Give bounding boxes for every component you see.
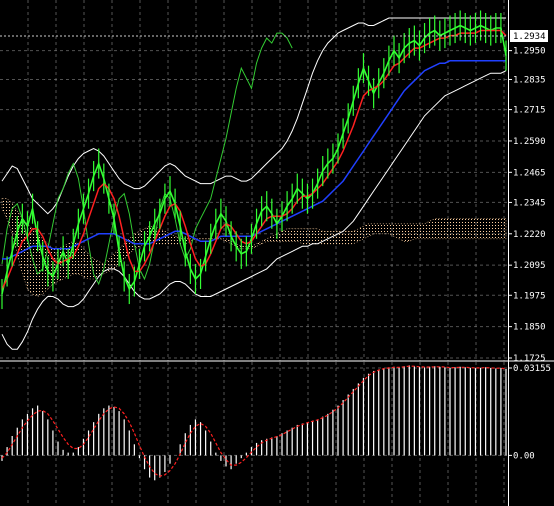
- price-line: [1, 24, 507, 295]
- price-tick-label: 1.2590: [513, 137, 546, 147]
- price-tick-label: 1.1725: [513, 354, 546, 364]
- price-axis: 1.2950 1.2835 1.2715 1.2590 1.2465 1.2345 1.22…: [508, 0, 548, 506]
- price-tick-label: 1.1850: [513, 323, 546, 333]
- price-tick-label: 1.2220: [513, 230, 546, 240]
- price-tick-label: 1.1975: [513, 291, 546, 301]
- lagging-span-line: [1, 32, 293, 286]
- signal-line: [1, 365, 507, 477]
- oscillator-tick-labels: 0.03155 0.00: [508, 364, 551, 461]
- cloud-area: [1, 198, 507, 297]
- fast-ma-line: [1, 29, 507, 290]
- oscillator-panel: 0.03155 0.00: [0, 362, 551, 506]
- slow-ma-line: [2, 59, 506, 260]
- ichimoku-cloud: [1, 198, 507, 297]
- current-price-tag-box: [510, 30, 548, 42]
- price-tick-label: 1.2950: [513, 47, 546, 57]
- price-indicator-lines: [1, 10, 507, 350]
- price-tick-label: 1.2095: [513, 261, 546, 271]
- price-tick-label: 1.2345: [513, 198, 546, 208]
- bollinger-lower-line: [1, 70, 507, 350]
- oscillator-histogram: [1, 365, 507, 481]
- price-tick-label: 1.2715: [513, 106, 546, 116]
- osc-tick-label: 0.03155: [513, 364, 551, 374]
- oscillator-signal: [1, 365, 507, 477]
- price-tick-label: 1.2835: [513, 75, 546, 85]
- current-price-label: 1.2934: [513, 32, 546, 42]
- price-tick-labels: 1.2950 1.2835 1.2715 1.2590 1.2465 1.2345 1.22…: [508, 47, 546, 364]
- osc-tick-label: 0.00: [513, 451, 535, 461]
- price-tick-label: 1.2465: [513, 168, 546, 178]
- price-grid: [0, 0, 508, 361]
- current-price-tag: 1.2934: [510, 30, 548, 42]
- bollinger-upper-line: [1, 17, 506, 215]
